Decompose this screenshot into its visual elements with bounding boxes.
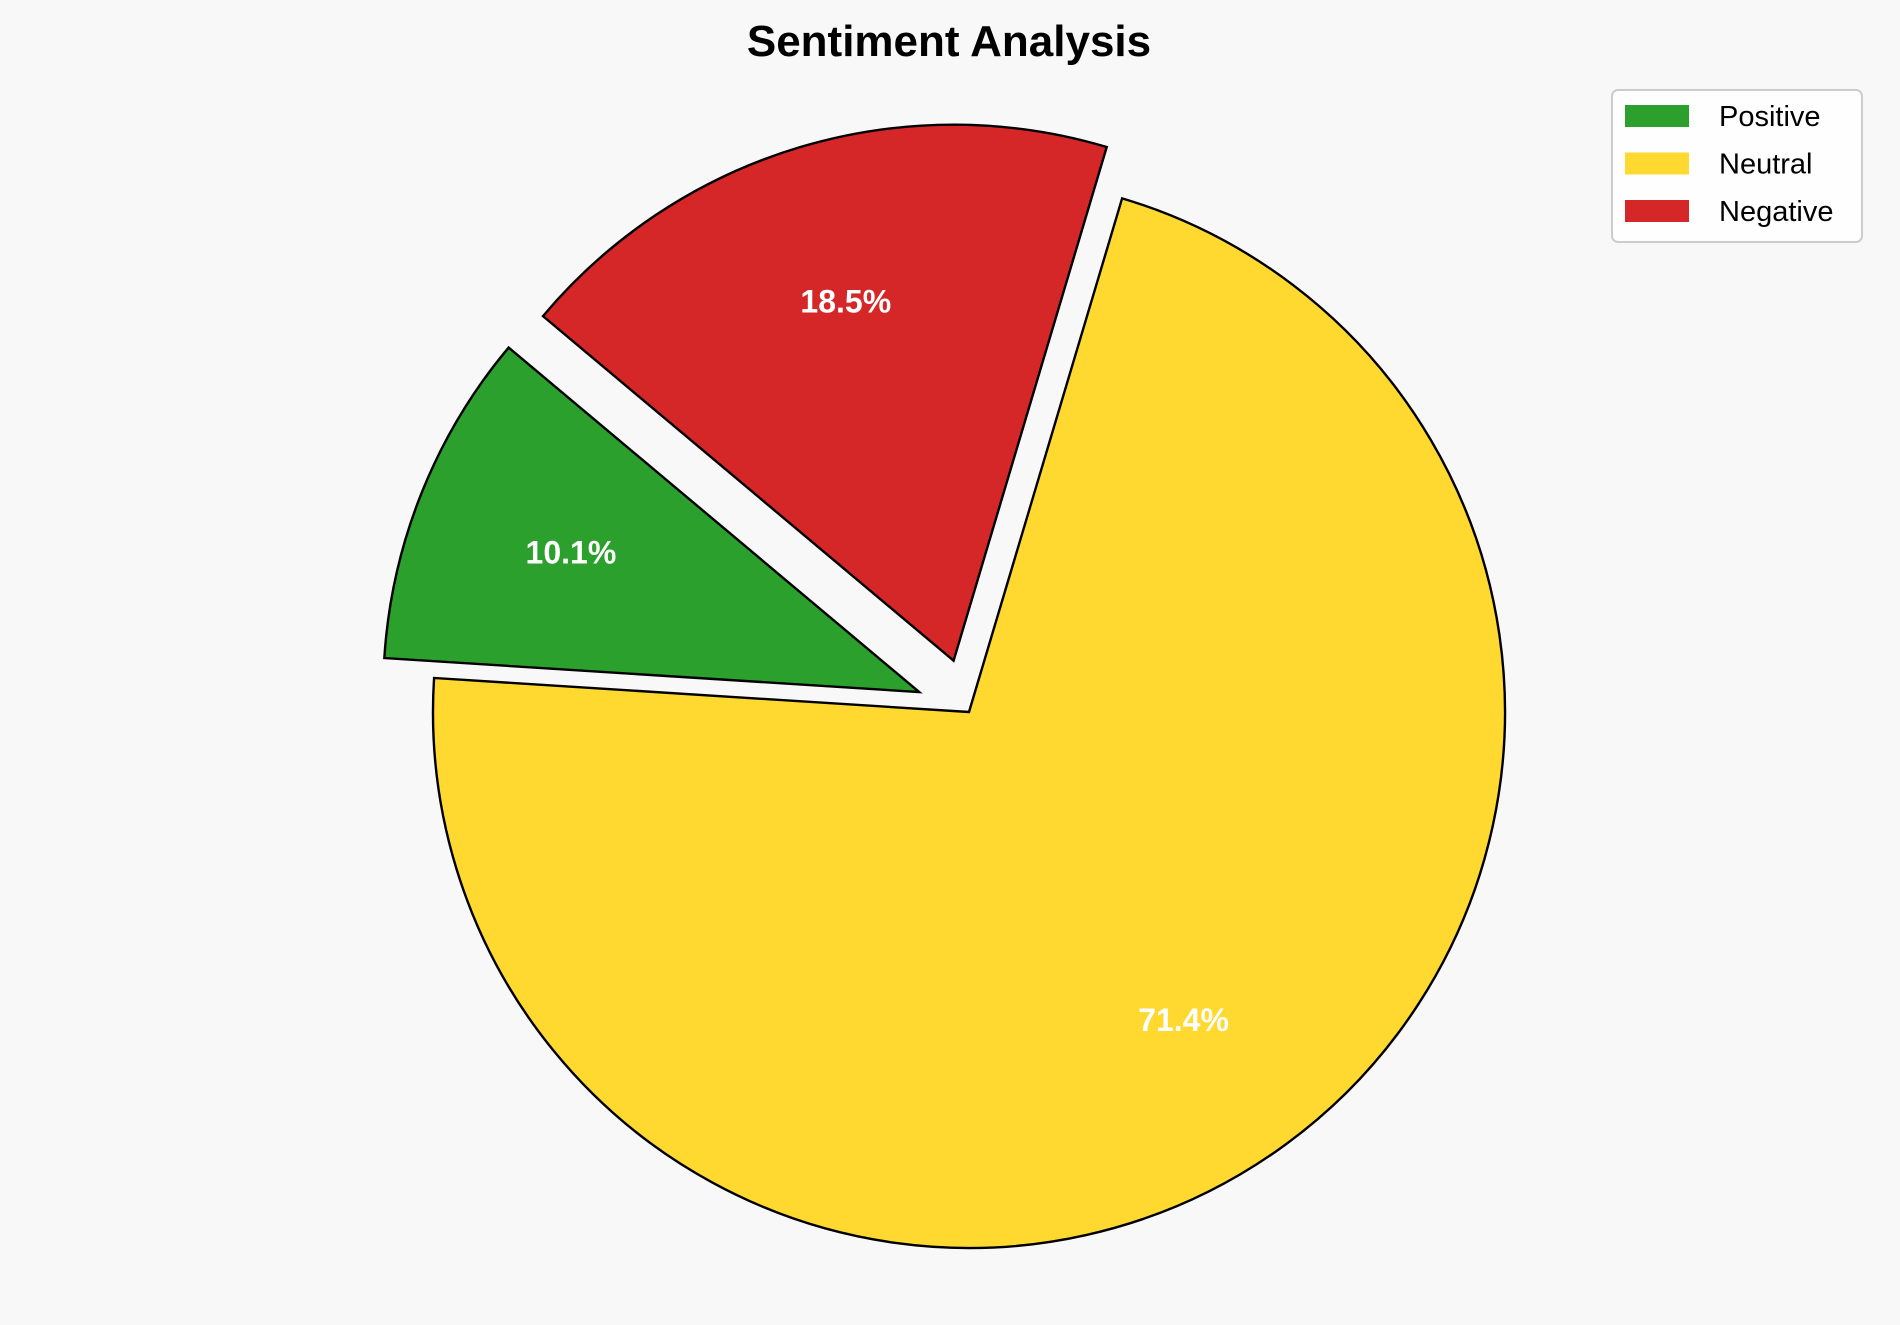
legend-item-negative: Negative xyxy=(1625,196,1833,228)
wedge-label-negative: 18.5% xyxy=(800,283,891,319)
wedge-label-positive: 10.1% xyxy=(526,535,617,571)
legend-swatch xyxy=(1625,105,1689,127)
wedge-neutral xyxy=(431,196,1507,1250)
legend-label: Positive xyxy=(1719,101,1821,133)
legend-label: Negative xyxy=(1719,196,1833,228)
legend-swatch xyxy=(1625,152,1689,175)
wedges xyxy=(383,123,1507,1250)
legend-item-positive: Positive xyxy=(1625,101,1821,133)
wedge-negative xyxy=(541,123,1109,663)
chart-title: Sentiment Analysis xyxy=(747,17,1151,66)
legend-swatch xyxy=(1625,200,1689,222)
wedge-labels: 10.1% 71.4% 18.5% xyxy=(526,283,1229,1038)
legend: Positive Neutral Negative xyxy=(1611,89,1863,243)
legend-label: Neutral xyxy=(1719,149,1813,181)
legend-item-neutral: Neutral xyxy=(1625,149,1813,181)
wedge-positive xyxy=(383,345,923,694)
wedge-label-neutral: 71.4% xyxy=(1138,1002,1229,1038)
